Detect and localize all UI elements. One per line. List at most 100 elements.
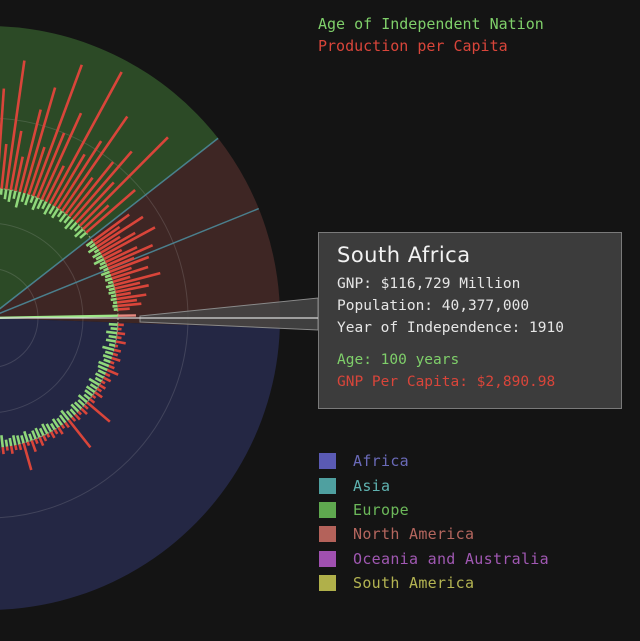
legend-production-label: Production per Capita: [318, 37, 508, 55]
africa-age-bar: [51, 418, 60, 429]
europe-production-bar: [71, 150, 133, 221]
europe-age-bar: [41, 201, 48, 210]
europe-production-bar: [23, 87, 57, 194]
africa-production-bar: [102, 376, 112, 383]
africa-age-bar: [45, 423, 53, 433]
africa-age-bar: [41, 423, 49, 435]
region-legend-item-asia[interactable]: Asia: [319, 473, 549, 497]
europe-production-bar: [78, 136, 169, 227]
region-label: Asia: [353, 476, 391, 495]
north-america-production-bar: [116, 298, 138, 304]
africa-age-bar: [38, 427, 45, 437]
north-america-age-bar: [100, 270, 111, 277]
north-america-production-bar: [107, 256, 135, 270]
region-swatch: [319, 575, 336, 592]
africa-production-bar: [14, 444, 18, 451]
north-america-production-bar: [101, 226, 156, 258]
north-america-production-bar: [98, 235, 121, 252]
africa-production-bar: [42, 435, 48, 442]
africa-production-bar: [96, 387, 103, 393]
north-america-production-bar: [109, 255, 150, 274]
region-legend-item-south-america[interactable]: South America: [319, 571, 549, 595]
africa-production-bar: [67, 419, 92, 449]
north-america-production-bar: [92, 213, 130, 243]
region-swatch: [319, 453, 336, 470]
africa-age-bar: [60, 409, 70, 421]
sector-north-america: [0, 138, 280, 329]
africa-production-bar: [112, 352, 119, 357]
africa-age-bar: [4, 439, 9, 447]
north-america-production-bar: [94, 225, 121, 246]
north-america-age-bar: [92, 251, 102, 259]
north-america-production-bar: [99, 231, 136, 255]
north-america-age-bar: [107, 280, 114, 285]
africa-production-bar: [114, 344, 119, 348]
europe-production-bar: [82, 204, 110, 231]
africa-age-bar: [31, 430, 37, 440]
europe-production-bar: [36, 132, 66, 199]
africa-age-bar: [108, 334, 117, 339]
north-america-production-bar: [117, 302, 142, 308]
africa-production-bar: [64, 421, 70, 429]
africa-production-bar: [98, 383, 107, 390]
north-america-age-bar: [108, 290, 116, 295]
north-america-age-bar: [105, 283, 115, 289]
africa-age-bar: [58, 414, 67, 424]
africa-production-bar: [111, 356, 121, 363]
africa-age-bar: [73, 401, 83, 410]
europe-production-bar: [18, 109, 42, 193]
region-legend-item-africa[interactable]: Africa: [319, 449, 549, 473]
africa-age-bar: [16, 435, 21, 445]
africa-age-bar: [108, 343, 116, 347]
africa-production-bar: [88, 397, 96, 404]
north-america-age-bar: [95, 254, 103, 261]
tooltip-population: Population: 40,377,000: [337, 298, 530, 314]
europe-age-bar: [29, 195, 35, 204]
north-america-age-bar: [89, 242, 96, 249]
europe-age-bar: [74, 228, 84, 238]
africa-production-bar: [115, 340, 126, 345]
africa-production-bar: [60, 424, 66, 430]
north-america-production-bar: [116, 293, 147, 301]
region-swatch: [319, 526, 336, 543]
region-swatch: [319, 550, 336, 567]
africa-age-bar: [77, 399, 86, 407]
africa-production-bar: [106, 368, 119, 376]
africa-age-bar: [56, 417, 63, 426]
europe-age-bar: [58, 212, 67, 223]
north-america-production-bar: [96, 215, 144, 249]
series-legend: Age of Independent Nation Production per…: [318, 13, 544, 57]
europe-age-bar: [3, 189, 8, 200]
region-label: Oceania and Australia: [353, 549, 549, 568]
north-america-production-bar: [113, 271, 161, 287]
europe-age-bar: [64, 218, 74, 230]
europe-age-bar: [36, 199, 43, 210]
europe-age-bar: [0, 188, 3, 195]
africa-production-bar: [116, 336, 122, 340]
europe-production-bar: [75, 181, 115, 224]
north-america-age-bar: [93, 248, 100, 254]
north-america-production-bar: [114, 281, 141, 290]
region-legend-item-europe[interactable]: Europe: [319, 498, 549, 522]
north-america-age-bar: [103, 267, 109, 272]
africa-age-bar: [106, 330, 118, 335]
africa-age-bar: [97, 369, 106, 375]
region-legend-item-oceania[interactable]: Oceania and Australia: [319, 547, 549, 571]
north-america-age-bar: [104, 273, 112, 279]
africa-age-bar: [89, 383, 98, 390]
europe-production-bar: [52, 153, 86, 207]
africa-production-bar: [53, 428, 59, 435]
region-legend-item-north-america[interactable]: North America: [319, 522, 549, 546]
north-america-production-bar: [115, 284, 149, 294]
africa-age-bar: [20, 434, 25, 444]
europe-age-bar: [73, 224, 81, 232]
africa-production-bar: [1, 447, 5, 455]
europe-age-bar: [51, 207, 60, 219]
africa-production-bar: [77, 410, 82, 416]
africa-age-bar: [103, 358, 111, 364]
africa-production-bar: [80, 407, 88, 416]
europe-production-bar: [14, 156, 24, 192]
africa-age-bar: [94, 372, 105, 379]
north-america-production-bar: [103, 248, 123, 261]
